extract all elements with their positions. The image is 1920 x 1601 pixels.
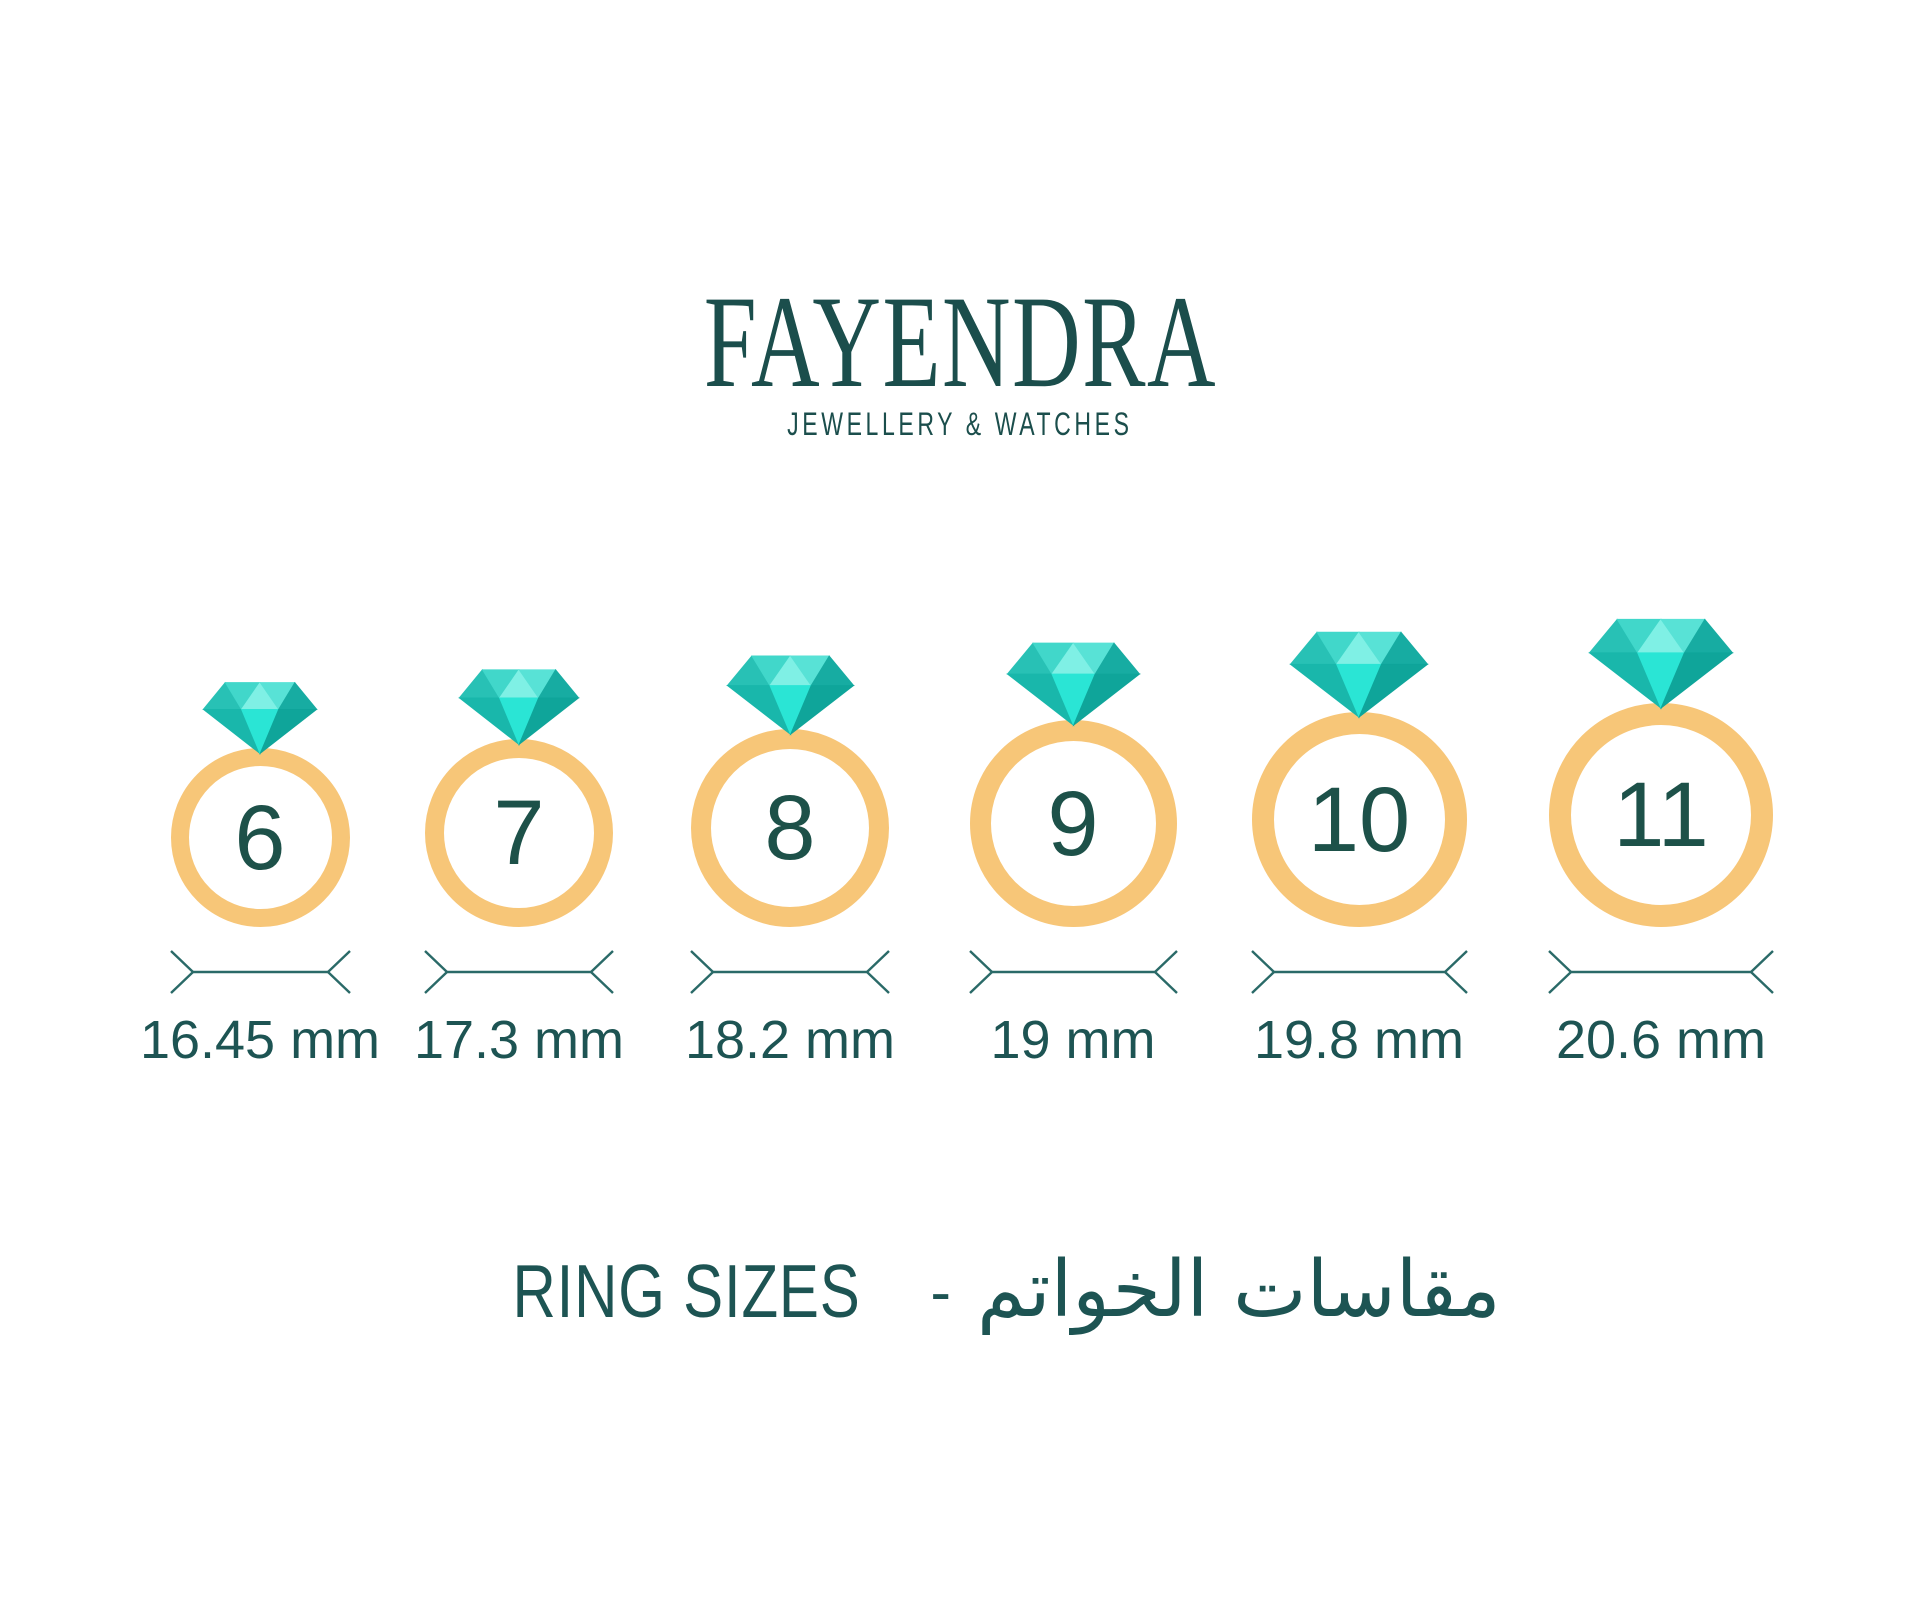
diameter-dimension-line [169,950,351,994]
diamond-icon [1005,642,1141,727]
brand-tagline-text: JEWELLERY & WATCHES [787,406,1133,442]
footer-title-english: RING SIZES [512,1248,861,1333]
brand-logo: FAYENDRA [0,276,1920,408]
diamond-icon [458,669,580,746]
diameter-dimension-line [424,950,614,994]
diameter-label: 19 mm [990,1010,1156,1070]
ring-size-number: 8 [764,777,816,879]
ring-size-number: 6 [234,786,286,889]
ring-size-number: 10 [1307,768,1411,871]
ring-size-number: 9 [1047,772,1099,875]
footer-title-arabic: مقاسات الخواتم [976,1245,1501,1336]
ring-size-number: 11 [1613,764,1709,866]
diameter-label: 16.45 mm [139,1010,381,1070]
diamond-icon [1588,618,1734,710]
diameter-label: 17.3 mm [413,1010,625,1070]
brand-logo-text: FAYENDRA [703,268,1217,415]
diamond-icon [1289,631,1429,719]
ring-size-number: 7 [493,782,545,884]
diameter-label: 18.2 mm [684,1010,896,1070]
footer-title: RING SIZES - مقاسات الخواتم [0,1236,1920,1346]
diameter-dimension-line [968,950,1178,994]
diameter-dimension-line [690,950,890,994]
diamond-icon [202,681,318,755]
diameter-label: 19.8 mm [1253,1010,1465,1070]
diamond-icon [725,655,855,736]
diameter-dimension-line [1250,950,1468,994]
brand-tagline: JEWELLERY & WATCHES [0,408,1920,440]
footer-title-separator: - [930,1258,951,1327]
diameter-dimension-line [1548,950,1774,994]
diameter-label: 20.6 mm [1555,1010,1767,1070]
